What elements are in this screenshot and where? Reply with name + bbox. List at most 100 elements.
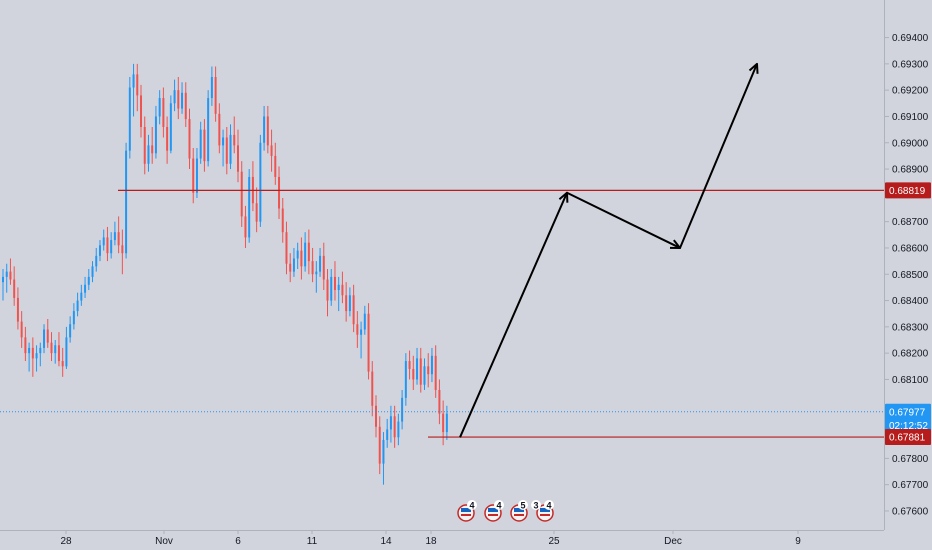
candle-body xyxy=(20,321,23,338)
candle-body xyxy=(13,279,16,298)
event-flag-stripe xyxy=(540,514,550,516)
candle-body xyxy=(140,95,143,127)
event-count-text: 3 xyxy=(533,501,538,511)
candle-body xyxy=(65,337,68,367)
price-tick-label: 0.68300 xyxy=(892,322,929,333)
candle-body xyxy=(408,361,411,369)
candle-body xyxy=(28,347,31,354)
candle-body xyxy=(72,311,75,325)
candle-body xyxy=(292,258,295,272)
price-tick-label: 0.69300 xyxy=(892,59,929,70)
candle-body xyxy=(263,116,266,143)
candle-body xyxy=(188,119,191,159)
candle-body xyxy=(9,271,12,280)
candle-body xyxy=(278,176,281,209)
countdown-text: 02:12:52 xyxy=(889,421,928,432)
candle-body xyxy=(378,426,381,464)
candle-body xyxy=(110,240,113,254)
candle-body xyxy=(412,368,415,380)
candle-body xyxy=(207,98,210,162)
event-flag-stripe xyxy=(488,514,498,516)
candle-body xyxy=(192,158,195,193)
event-count-text: 4 xyxy=(496,501,501,511)
candle-body xyxy=(236,145,239,172)
candle-body xyxy=(375,405,377,427)
candle-body xyxy=(427,366,430,375)
candle-body xyxy=(233,134,236,146)
candle-body xyxy=(356,324,359,335)
price-tick-label: 0.68100 xyxy=(892,375,929,386)
candle-body xyxy=(274,155,277,177)
last-price-tag xyxy=(885,403,931,434)
candle-body xyxy=(121,245,124,254)
time-tick-label: 18 xyxy=(425,536,437,547)
time-tick-label: 11 xyxy=(307,536,318,547)
price-tick-label: 0.69000 xyxy=(892,138,929,149)
price-tick-label: 0.69100 xyxy=(892,112,929,123)
candle-body xyxy=(352,295,355,325)
candle-body xyxy=(434,355,437,390)
candle-body xyxy=(300,250,303,267)
event-count-text: 4 xyxy=(469,501,474,511)
candle-body xyxy=(50,342,53,354)
price-tick-label: 0.67800 xyxy=(892,454,929,465)
candle-body xyxy=(184,92,187,120)
candle-body xyxy=(266,116,269,146)
candle-body xyxy=(166,126,169,151)
candle-body xyxy=(285,232,288,264)
candle-body xyxy=(39,347,42,354)
candle-body xyxy=(87,276,90,285)
time-tick-label: 25 xyxy=(548,536,560,547)
candle-body xyxy=(46,329,49,343)
event-count-badge xyxy=(494,500,504,510)
candle-body xyxy=(423,366,426,385)
price-tick-label: 0.68600 xyxy=(892,243,929,254)
candle-body xyxy=(151,145,154,154)
resistance-price-text: 0.68819 xyxy=(889,186,926,197)
candle-body xyxy=(307,242,310,262)
projection-path[interactable] xyxy=(459,63,758,438)
candle-body xyxy=(416,358,419,380)
candle-body xyxy=(382,439,385,464)
candle-body xyxy=(57,345,60,362)
candle-body xyxy=(330,276,333,301)
candle-body xyxy=(225,137,228,164)
last-price-text: 0.67977 xyxy=(889,407,926,418)
candle-body xyxy=(158,98,161,117)
candle-body xyxy=(95,255,98,267)
candle-body xyxy=(35,353,38,359)
candle-body xyxy=(386,429,389,440)
candle-body xyxy=(195,158,198,193)
candle-body xyxy=(218,113,221,146)
candle-body xyxy=(319,255,322,272)
candle-body xyxy=(442,413,445,433)
price-tick-label: 0.68900 xyxy=(892,165,929,176)
candle-body xyxy=(337,284,340,291)
candle-body xyxy=(91,266,94,277)
event-flag-stripe xyxy=(514,514,524,516)
candle-body xyxy=(389,416,392,430)
event-count-text: 5 xyxy=(520,501,525,511)
event-flag-canton xyxy=(488,508,498,512)
time-tick-label: 14 xyxy=(380,536,392,547)
event-flag-canton xyxy=(540,508,550,512)
candle-body xyxy=(341,284,344,296)
projection-arrowheads xyxy=(558,62,759,249)
time-tick-label: Dec xyxy=(664,536,682,547)
arrowhead xyxy=(669,239,681,249)
resistance-price-label: 0.68819 xyxy=(885,182,931,199)
candle-body xyxy=(76,300,79,312)
candle-body xyxy=(345,295,348,312)
time-tick-label: Nov xyxy=(155,536,173,547)
candle-body xyxy=(304,242,307,267)
candle-body xyxy=(162,98,165,127)
candle-body xyxy=(84,284,87,293)
candle-body xyxy=(438,389,441,414)
candle-body xyxy=(281,208,284,233)
candle-body xyxy=(69,324,72,338)
candle-body xyxy=(445,413,448,433)
candle-body xyxy=(147,145,150,164)
